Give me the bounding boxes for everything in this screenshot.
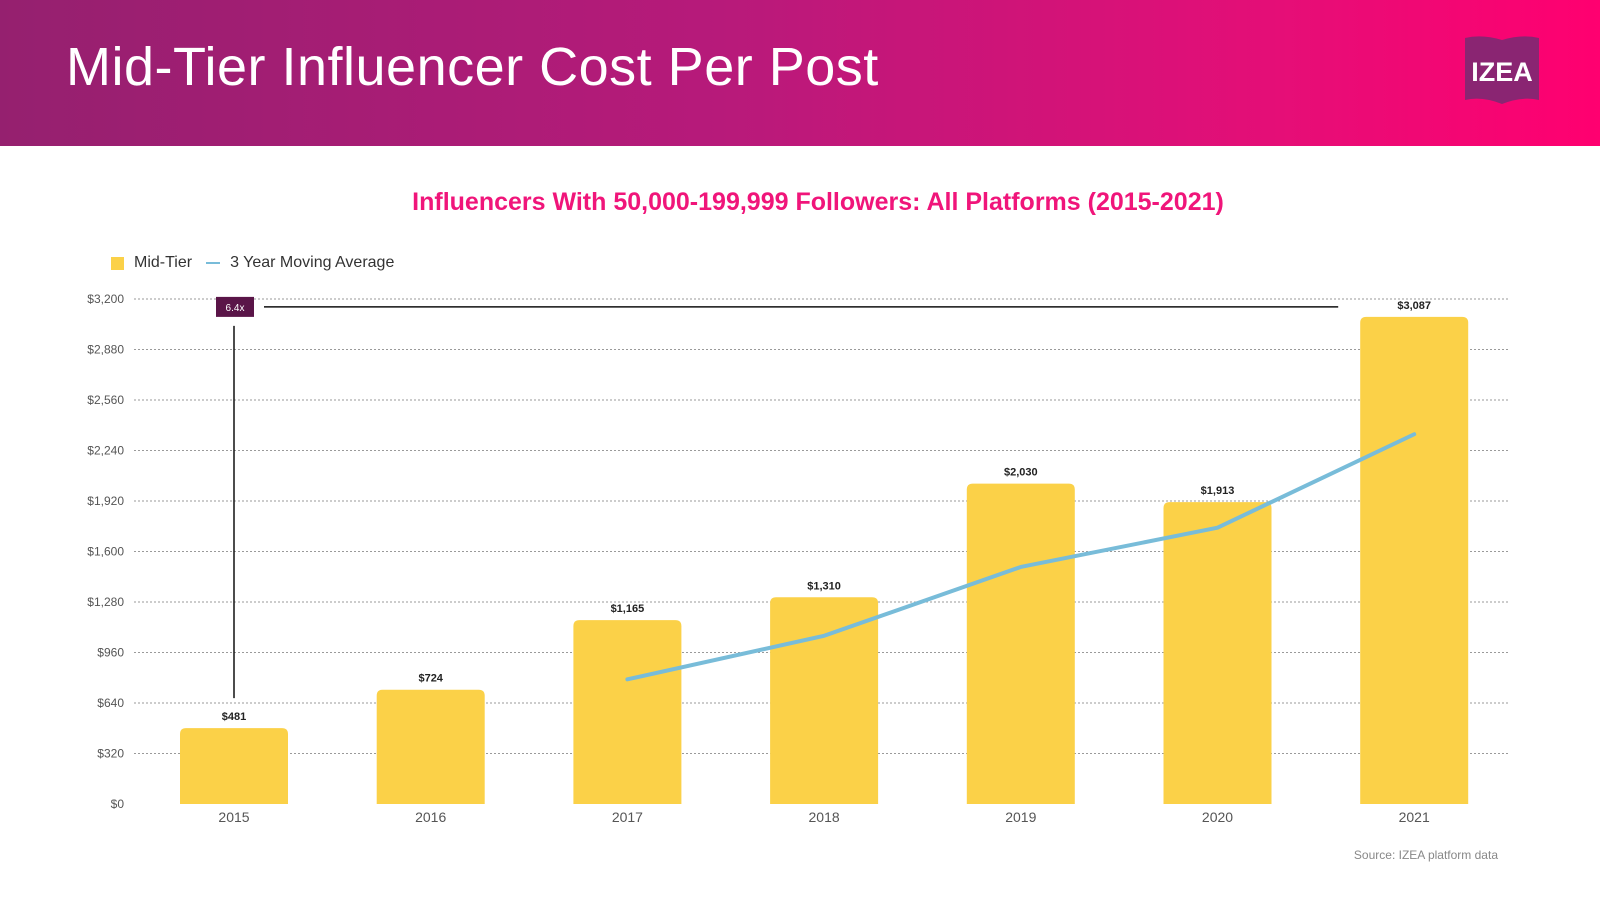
bar — [1360, 316, 1469, 804]
x-tick-label: 2018 — [809, 809, 840, 825]
annotation-label: 6.4x — [226, 303, 245, 314]
x-tick-label: 2019 — [1005, 809, 1036, 825]
y-tick-label: $1,280 — [87, 595, 124, 609]
logo-text: IZEA — [1471, 57, 1533, 87]
legend-swatch-line — [206, 262, 221, 264]
legend-item-mid-tier: Mid-Tier — [111, 254, 192, 272]
header-banner: Mid-Tier Influencer Cost Per Post IZEA — [0, 0, 1600, 146]
y-tick-label: $2,880 — [87, 343, 124, 357]
x-tick-label: 2016 — [415, 809, 446, 825]
annotation-badge — [216, 296, 254, 317]
bar-data-label: $1,310 — [807, 580, 841, 592]
bar-data-label: $724 — [418, 673, 443, 685]
y-tick-label: $0 — [111, 797, 125, 811]
bar-data-label: $2,030 — [1004, 467, 1038, 479]
bar — [573, 620, 682, 804]
y-tick-label: $3,200 — [87, 292, 124, 306]
x-tick-label: 2015 — [218, 809, 249, 825]
moving-average-line — [625, 432, 1417, 682]
legend-label-mid-tier: Mid-Tier — [134, 254, 193, 271]
y-tick-label: $640 — [97, 696, 124, 710]
x-tick-label: 2020 — [1202, 809, 1233, 825]
logo-badge — [1465, 36, 1539, 104]
izea-logo: IZEA — [1465, 36, 1539, 104]
x-tick-label: 2021 — [1399, 809, 1430, 825]
bar — [376, 689, 485, 804]
legend-swatch-bar — [111, 256, 124, 270]
y-tick-label: $320 — [97, 747, 124, 761]
y-tick-label: $1,600 — [87, 545, 124, 559]
bar — [1163, 502, 1272, 804]
chart-legend: Mid-Tier 3 Year Moving Average — [111, 253, 408, 273]
x-tick-label: 2017 — [612, 809, 643, 825]
y-tick-label: $960 — [97, 646, 124, 660]
bar-data-label: $3,087 — [1397, 300, 1431, 312]
bar — [180, 728, 288, 804]
bar-data-label: $1,913 — [1201, 485, 1235, 497]
y-tick-label: $2,240 — [87, 444, 124, 458]
y-tick-label: $1,920 — [87, 494, 124, 508]
y-tick-label: $2,560 — [87, 393, 124, 407]
bar — [770, 597, 879, 804]
bar-data-label: $481 — [222, 711, 246, 723]
source-note: Source: IZEA platform data — [1353, 848, 1498, 862]
page-title: Mid-Tier Influencer Cost Per Post — [66, 37, 879, 97]
bar — [966, 483, 1075, 804]
chart-title: Influencers With 50,000-199,999 Follower… — [412, 188, 1224, 216]
legend-item-moving-average: 3 Year Moving Average — [206, 254, 394, 272]
legend-label-moving-average: 3 Year Moving Average — [230, 254, 395, 271]
bar-data-label: $1,165 — [611, 603, 645, 615]
